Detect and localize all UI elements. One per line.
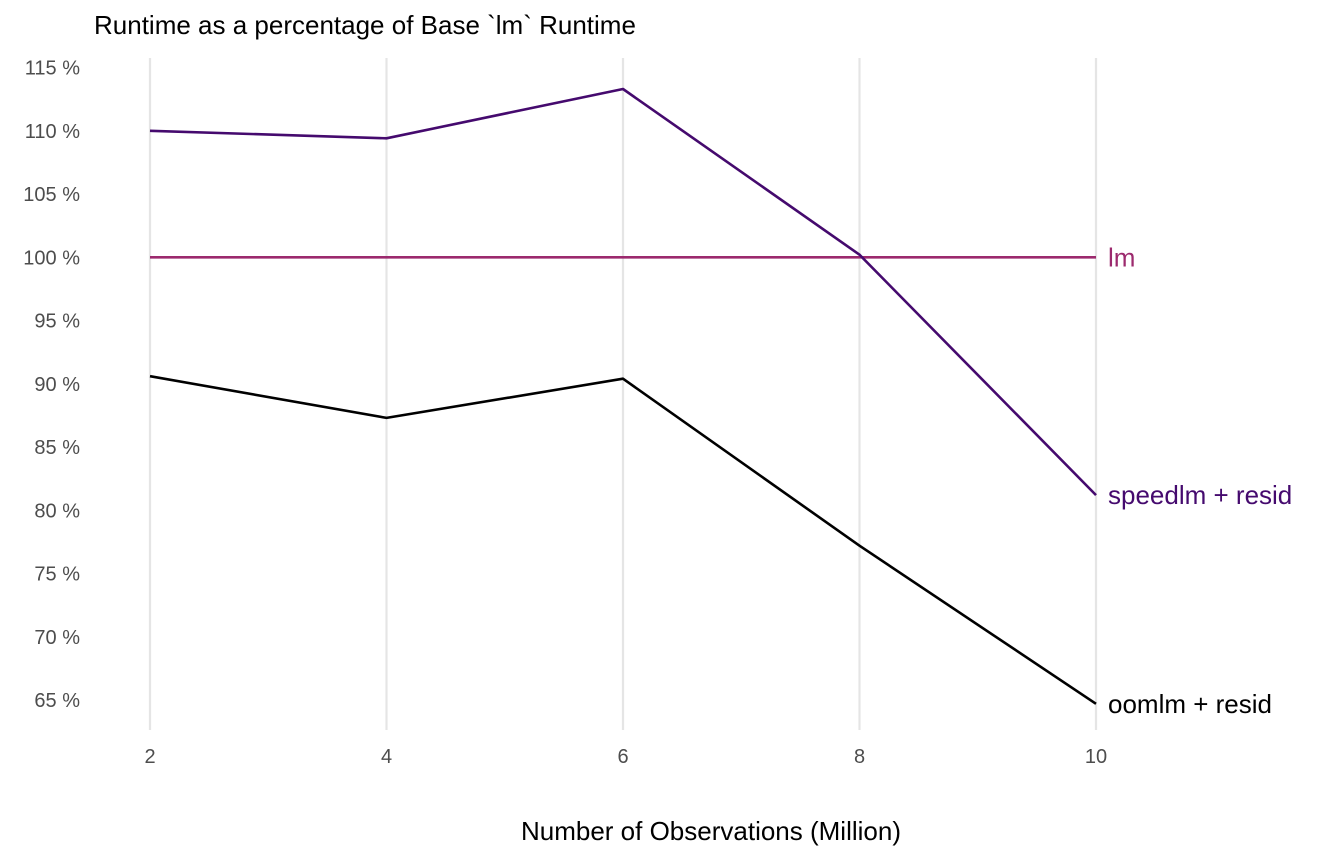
x-tick-label: 2 (144, 746, 155, 768)
y-tick-label: 100 % (23, 247, 80, 269)
x-tick-label: 10 (1085, 746, 1107, 768)
y-tick-label: 80 % (34, 500, 80, 522)
y-tick-label: 85 % (34, 437, 80, 459)
series-label: lm (1108, 242, 1135, 272)
series-lines (149, 87, 1097, 705)
series-label: oomlm + resid (1108, 689, 1272, 719)
y-tick-label: 95 % (34, 311, 80, 333)
series-line (149, 87, 1097, 497)
y-tick-label: 75 % (34, 564, 80, 586)
x-axis-title: Number of Observations (Million) (520, 816, 901, 846)
y-tick-label: 90 % (34, 374, 80, 396)
x-tick-label: 8 (854, 746, 865, 768)
y-tick-label: 70 % (34, 627, 80, 649)
series-line (149, 374, 1097, 705)
y-tick-label: 65 % (34, 690, 80, 712)
x-tick-label: 4 (381, 746, 392, 768)
x-tick-label: 6 (617, 746, 628, 768)
gridlines (148, 58, 1098, 730)
y-axis-ticks: 65 % 70 % 75 % 80 % 85 % 90 % 95 % 100 % 105 % 11… (23, 58, 80, 713)
x-axis-ticks: 2 4 6 8 10 (144, 746, 1107, 768)
series-label: speedlm + resid (1108, 480, 1292, 510)
y-tick-label: 105 % (23, 184, 80, 206)
y-tick-label: 110 % (25, 121, 80, 143)
series-labels: lm speedlm + resid oomlm + resid (1108, 242, 1292, 719)
chart-title: Runtime as a percentage of Base `lm` Run… (94, 10, 636, 40)
y-tick-label: 115 % (25, 58, 80, 80)
